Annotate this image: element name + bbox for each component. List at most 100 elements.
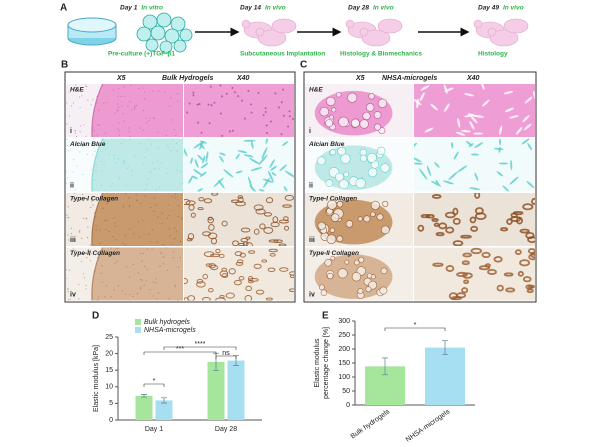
matrix bbox=[444, 103, 450, 112]
matrix bbox=[464, 93, 474, 97]
streak bbox=[283, 186, 288, 192]
cell bbox=[157, 131, 159, 134]
cell bbox=[517, 270, 524, 277]
cell bbox=[129, 138, 131, 140]
cell bbox=[157, 216, 159, 218]
cell bbox=[141, 260, 143, 262]
streak bbox=[470, 153, 480, 156]
cell bbox=[123, 161, 125, 163]
cell bbox=[470, 225, 479, 232]
microgel bbox=[367, 273, 373, 279]
cell bbox=[137, 221, 140, 223]
cell bbox=[519, 259, 531, 267]
cell bbox=[174, 194, 176, 196]
streak bbox=[248, 157, 261, 165]
cell bbox=[152, 295, 154, 297]
cell bbox=[72, 248, 74, 250]
cell bbox=[90, 206, 92, 209]
microgel bbox=[331, 107, 337, 113]
stain-name: H&E bbox=[70, 87, 84, 94]
cell bbox=[74, 130, 76, 132]
cell bbox=[87, 226, 89, 228]
cell bbox=[130, 109, 133, 111]
microgel bbox=[325, 179, 334, 187]
cell bbox=[140, 288, 142, 290]
streak bbox=[414, 162, 423, 165]
microgel bbox=[340, 153, 351, 164]
matrix bbox=[473, 132, 484, 135]
cell bbox=[102, 207, 104, 209]
histology-x5 bbox=[66, 193, 183, 246]
cell bbox=[274, 92, 277, 95]
microgel bbox=[382, 200, 389, 208]
streak bbox=[262, 178, 274, 183]
microgel bbox=[370, 211, 376, 218]
cell bbox=[82, 145, 84, 147]
cell bbox=[138, 87, 140, 90]
significance-bracket bbox=[163, 346, 237, 350]
y-tick-label: 10 bbox=[105, 384, 113, 391]
numeral: i bbox=[309, 128, 311, 135]
histology-x40 bbox=[184, 138, 294, 192]
cell bbox=[519, 228, 530, 234]
cell bbox=[102, 139, 105, 141]
cell bbox=[101, 160, 103, 163]
cell bbox=[244, 117, 247, 120]
cell bbox=[84, 84, 86, 85]
cell bbox=[514, 249, 522, 256]
microgel bbox=[338, 179, 349, 190]
numeral: ii bbox=[309, 182, 313, 189]
cell bbox=[75, 135, 78, 137]
streak bbox=[434, 162, 440, 168]
cell bbox=[196, 103, 199, 106]
microgel bbox=[366, 152, 377, 163]
cell bbox=[531, 197, 535, 205]
cell bbox=[196, 281, 206, 288]
cell bbox=[130, 84, 132, 86]
cell bbox=[192, 94, 195, 97]
cell bbox=[171, 196, 173, 198]
tile-bg bbox=[414, 84, 535, 137]
cell bbox=[132, 295, 134, 298]
matrix bbox=[470, 115, 478, 124]
cell bbox=[484, 263, 491, 268]
cell bbox=[179, 256, 181, 259]
cell bbox=[142, 252, 144, 255]
cell bbox=[79, 131, 81, 133]
cell bbox=[481, 251, 491, 259]
streak bbox=[259, 154, 268, 165]
cell bbox=[175, 231, 177, 233]
cell bbox=[270, 221, 280, 228]
cell bbox=[91, 197, 93, 199]
cell bbox=[134, 105, 136, 107]
cell bbox=[118, 176, 120, 178]
cell bbox=[179, 170, 182, 173]
streak bbox=[270, 165, 278, 171]
cell bbox=[86, 236, 89, 239]
x-tick-label: Bulk hydrogels bbox=[350, 408, 392, 440]
cell bbox=[79, 151, 81, 153]
matrix bbox=[532, 90, 535, 101]
histology-x5 bbox=[66, 247, 183, 301]
cell bbox=[78, 283, 80, 286]
streak bbox=[496, 171, 504, 177]
streak bbox=[237, 150, 248, 154]
cell bbox=[152, 90, 154, 92]
cell bbox=[112, 236, 114, 238]
cell bbox=[231, 86, 234, 89]
cell bbox=[70, 105, 73, 107]
histology-x40 bbox=[414, 247, 535, 301]
cell bbox=[168, 228, 171, 230]
cell bbox=[265, 124, 268, 127]
microgel bbox=[351, 272, 362, 282]
cell bbox=[228, 130, 231, 133]
bar bbox=[425, 347, 465, 405]
cell bbox=[145, 117, 147, 119]
streak bbox=[265, 138, 269, 145]
cell bbox=[129, 293, 131, 296]
cell bbox=[496, 284, 504, 292]
cell bbox=[167, 204, 169, 206]
y-axis-label-line: percentage change [%] bbox=[323, 327, 330, 399]
cell bbox=[160, 252, 163, 254]
cell bbox=[142, 163, 144, 166]
